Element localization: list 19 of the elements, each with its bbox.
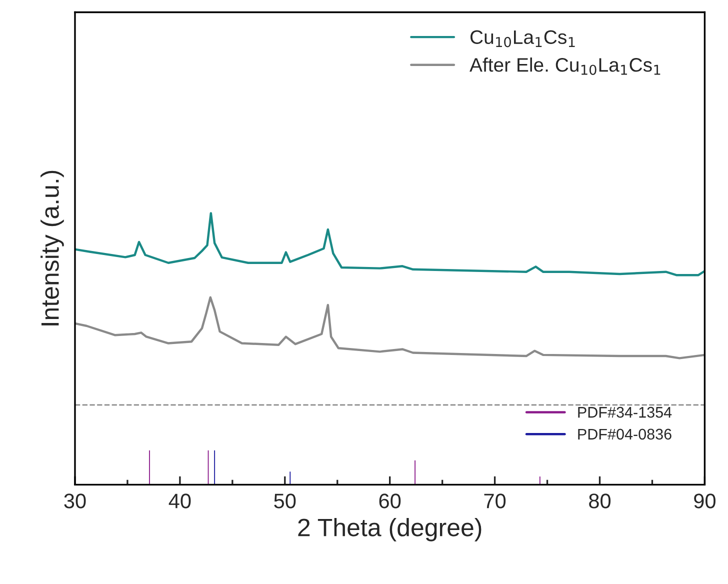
bar (148, 449, 152, 485)
x-tick-label: 60 (379, 494, 401, 508)
legend-label: Cu$_{10}$La$_{1}$Cs$_{1}$ (470, 30, 575, 48)
x-tick-label: 30 (64, 494, 86, 508)
legend-label: PDF#34-1354 (578, 406, 672, 418)
legend-label: After Ele. Cu$_{10}$La$_{1}$Cs$_{1}$ (470, 58, 660, 75)
x-tick-label: 80 (589, 494, 611, 508)
bar (538, 475, 542, 485)
y-axis-title: Intensity (a.u.) (40, 170, 64, 326)
bar (413, 459, 417, 485)
x-tick-label: 70 (484, 494, 506, 508)
legend-label: PDF#04-0836 (578, 428, 672, 440)
x-tick-label: 90 (694, 494, 716, 508)
x-tick-label: 50 (274, 494, 296, 508)
bar (206, 449, 210, 485)
x-tick-label: 40 (168, 494, 191, 508)
bar (288, 470, 292, 485)
bar (212, 449, 216, 485)
x-axis-title: 2 Theta (degree) (298, 518, 482, 542)
